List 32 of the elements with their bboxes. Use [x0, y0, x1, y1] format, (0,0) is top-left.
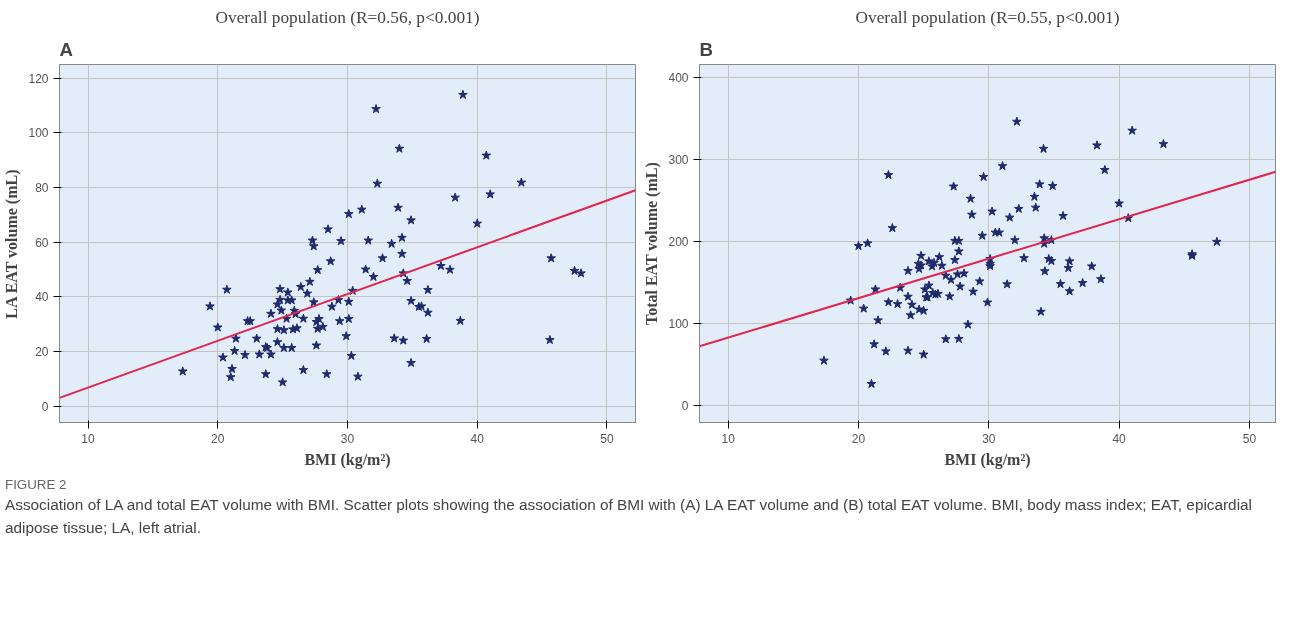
x-tick-label: 20 — [211, 431, 225, 446]
x-tick-label: 10 — [721, 431, 736, 446]
y-tick-label: 200 — [668, 234, 689, 249]
x-tick-label: 10 — [81, 431, 96, 446]
x-tick-label: 30 — [340, 431, 355, 446]
caption: FIGURE 2 — [5, 476, 68, 494]
y-axis-title: LA EAT volume (mL) — [3, 169, 22, 319]
y-tick-label: 120 — [28, 71, 49, 86]
text: B — [699, 38, 713, 60]
x-tick-label: 40 — [1112, 431, 1127, 446]
text: A — [59, 38, 73, 60]
y-tick-label: 20 — [35, 344, 49, 359]
x-tick-label: 50 — [1242, 431, 1257, 446]
y-tick-label: 80 — [35, 180, 49, 195]
x-axis-title: BMI (kg/m²) — [944, 450, 1031, 469]
x-tick-label: 50 — [600, 431, 614, 446]
y-tick-label: 0 — [41, 399, 49, 414]
y-axis-title: Total EAT volume (mL) — [643, 162, 662, 326]
x-tick-label: 30 — [982, 431, 996, 446]
chart-title: Overall population (R=0.56, p<0.001) — [215, 7, 480, 27]
y-tick-label: 40 — [35, 290, 49, 305]
y-tick-label: 100 — [668, 316, 689, 331]
y-tick-label: 60 — [35, 235, 49, 250]
y-tick-label: 100 — [28, 126, 49, 141]
x-tick-label: 40 — [470, 431, 485, 446]
y-tick-label: 0 — [681, 398, 689, 413]
x-tick-label: 20 — [851, 431, 866, 446]
x-axis-title: BMI (kg/m²) — [304, 450, 391, 469]
chart-title: Overall population (R=0.55, p<0.001) — [855, 7, 1120, 27]
y-tick-label: 300 — [668, 153, 689, 168]
y-tick-label: 400 — [668, 71, 689, 86]
text: Association of LA and total EAT volume with BMI. Scatter plots showing the association of BMI with (A) LA EAT volume and (B) total EAT volume. BMI, body mass index; EAT, epicardial adipose tissue; LA, left atrial. — [5, 495, 1253, 538]
